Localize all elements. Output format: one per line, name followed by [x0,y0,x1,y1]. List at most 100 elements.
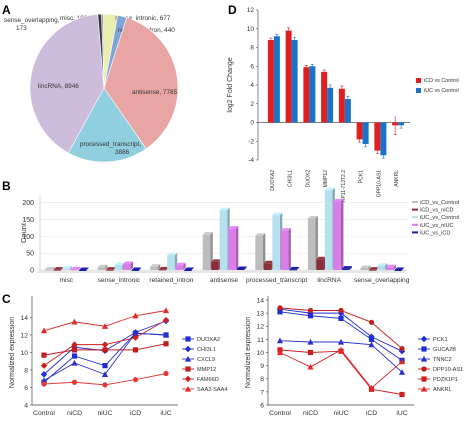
data-point-c-right-guca2b [338,315,344,321]
data-point-c-right-guca2b [368,336,375,342]
bar-top-b [333,198,344,202]
data-point-c-right-ankrl [307,363,314,370]
x-tick-label-c-right-niuc: niUC [333,410,348,417]
y-tick-label-d: -2 [248,138,254,145]
x-tick-label-d-mmp12: MMP12 [323,170,329,187]
panel-label-c: C [2,292,11,306]
bar-top-b [385,264,396,268]
data-point-c-left-unlabeled [163,370,169,377]
y-tick-label-c-right: 10 [256,350,264,357]
data-point-c-left-mmp12 [102,347,108,353]
data-point-c-left-fam66d [40,362,48,369]
pie-slice-sense-overlapping [97,13,105,89]
pie-label-antisense: antisense, 7785 [132,89,178,96]
bar-d-icd-vs-control-pck1 [356,122,363,140]
x-tick-label-c-left-iuc: iUC [160,410,171,417]
bar-side-b [384,263,388,270]
bar-top-b [368,267,379,270]
bar-b-iuc-vs-niuc-processed-transcript [280,230,289,270]
pie-label-lincrna: lincRNA, 8946 [38,83,79,90]
data-point-c-left-cxcl9 [40,377,48,384]
legend-marker-c-right-pdzk1p1 [421,376,427,382]
data-point-c-right-guca2b [277,309,283,315]
bar-d-iuc-vs-control-duox2 [309,66,316,123]
data-point-c-left-chi3l1 [40,371,48,378]
bar-b-icd-vs-control-sense-overlapping [360,267,368,270]
x-tick-label-d-rp11-713t2-2: RP11-713T2.2 [341,170,347,202]
data-point-c-left-saa2-saa4 [101,323,109,329]
bar-side-b [130,261,134,270]
x-tick-label-c-right-control: Control [269,410,291,417]
legend-marker-c-left-cxcl9 [184,355,192,362]
bar-b-iuc-vs-icd-sense-overlapping [394,270,402,271]
x-tick-label-c-left-icd: iCD [130,410,141,417]
data-point-c-left-cxcl9 [162,331,170,338]
data-point-c-left-unlabeled [71,379,78,385]
pie-label-sense-intronic: sense_intronic, 677 [115,15,171,22]
bar-chart-d: -4 -2 0 2 4 6 8 10 12 log2 Fold Change DUOXA2 CHI3L… [227,7,459,202]
bar-b-iuc-vs-control-retained-intron [167,255,175,270]
x-tick-label-d-duox2: DUOX2 [305,170,311,187]
bar-b-iuc-vs-icd-retained-intron [184,270,192,271]
data-point-c-right-tnnc2 [398,369,406,375]
x-tick-label-b-antisense: antisense [210,277,239,284]
x-tick-label-c-right-icd: iCD [366,410,377,417]
bar-side-b [288,228,291,270]
legend-swatch-d-icd-vs-control [416,78,421,83]
legend-marker-c-right-pck1 [420,335,428,343]
bar-d-iuc-vs-control-pck1 [362,122,369,145]
bar-top-b [97,264,108,268]
pie-label-processed-transcript: processed_transcript, 3886 [80,141,141,156]
legend-marker-c-right-tnnc2 [420,355,428,362]
y-tick-label-c-right: 9 [260,363,264,370]
data-point-c-right-dpp10-as1 [277,305,283,311]
bar-side-b [183,262,186,270]
y-tick-label-c-right: 13 [256,311,264,318]
bar-b-iuc-vs-icd-lincrna [341,268,350,270]
y-tick-label-c-right: 6 [260,402,264,409]
bar-d-icd-vs-control-chi3l1 [285,30,292,123]
data-point-c-left-cxcl9 [132,330,139,336]
legend-swatch-d-iuc-vs-control [416,88,421,93]
data-point-c-right-ankrl [337,346,345,353]
y-tick-label-d: 8 [250,45,254,52]
bar-b-icd-vs-nicd-misc [53,269,62,271]
bar-top-b [106,267,117,270]
bar-d-iuc-vs-control-rp11-713t2-2 [344,99,351,123]
bar-chart-b: 0 50 100 150 200 Count misc sense_intronic retai… [19,187,459,284]
bar-side-b [340,198,344,270]
bar-d-iuc-vs-control-duoxa2 [273,36,280,123]
legend-label-c-right-ankrl: ANKRL [433,387,452,393]
panel-label-b: B [2,179,11,193]
bar-d-icd-vs-control-dpp10-as1 [374,122,381,151]
y-tick-label-b: 150 [22,217,34,224]
y-tick-label-b: 50 [26,251,34,258]
bar-top-b [150,264,161,267]
legend-label-c-left-mmp12: MMP12 [197,367,216,373]
data-point-c-left-fam66d [162,316,170,324]
bar-top-b [167,252,178,256]
series-line-c-right-pdzk1p1 [279,349,403,395]
bar-b-iuc-vs-control-processed-transcript [272,215,280,270]
legend-marker-c-right-ankrl [420,385,428,392]
bar-b-icd-vs-control-lincrna [307,218,316,270]
y-tick-label-c-right: 8 [260,376,264,383]
y-tick-label-c-left: 14 [20,315,28,322]
legend-marker-c-right-dpp10-as1 [421,366,427,372]
bar-b-icd-vs-control-processed-transcript [255,235,263,270]
y-tick-label-d: -4 [248,157,254,164]
y-axis-title-b: Count [19,222,28,243]
bar-b-iuc-vs-control-sense-overlapping [377,265,385,270]
data-point-c-right-tnnc2 [276,337,284,344]
data-point-c-left-unlabeled [102,382,108,388]
bar-side-b [296,266,300,270]
legend-label-c-right-dpp10-as1: DPP10-AS1 [433,367,463,373]
bar-side-b [210,232,213,270]
bar-top-b [219,207,230,211]
x-tick-label-c-right-nicd: niCD [303,410,318,417]
bar-top-b [131,267,142,270]
data-point-c-right-pdzk1p1 [307,349,314,356]
bar-top-b [228,226,239,229]
data-point-c-left-fam66d [101,341,109,348]
